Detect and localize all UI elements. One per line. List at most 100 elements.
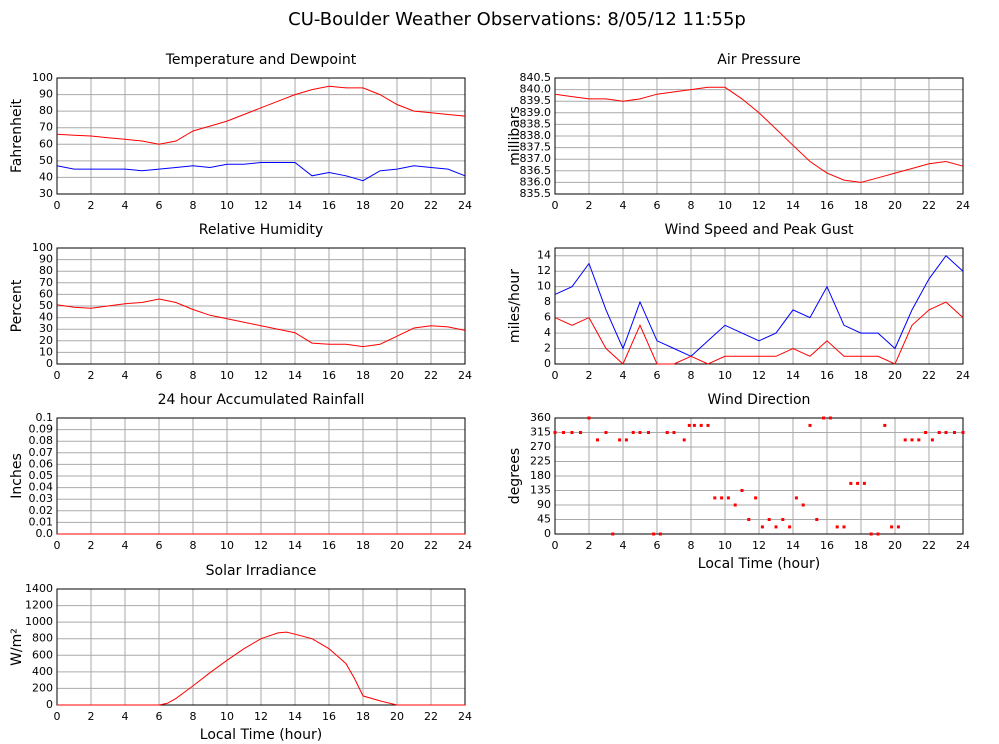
x-tick-label: 14 xyxy=(786,369,800,382)
x-tick-label: 24 xyxy=(458,369,472,382)
x-tick-label: 0 xyxy=(552,369,559,382)
chart-title: 24 hour Accumulated Rainfall xyxy=(158,392,365,408)
data-point xyxy=(849,481,853,485)
data-point xyxy=(726,496,730,500)
x-tick-label: 16 xyxy=(322,710,336,723)
y-tick-label: 0.01 xyxy=(29,515,54,528)
y-tick-label: 0 xyxy=(46,698,53,711)
x-axis-label: Local Time (hour) xyxy=(698,556,820,572)
y-tick-label: 0.05 xyxy=(29,469,54,482)
x-tick-label: 24 xyxy=(956,199,970,212)
x-tick-label: 12 xyxy=(752,539,766,552)
chart-title: Wind Speed and Peak Gust xyxy=(665,222,854,238)
x-tick-label: 0 xyxy=(552,199,559,212)
y-tick-label: 0.0 xyxy=(36,527,54,540)
x-tick-label: 18 xyxy=(356,369,370,382)
y-tick-label: 839.0 xyxy=(520,106,552,119)
y-tick-label: 1400 xyxy=(25,582,53,595)
x-tick-label: 20 xyxy=(888,199,902,212)
y-tick-label: 800 xyxy=(32,632,53,645)
y-tick-label: 60 xyxy=(39,137,53,150)
x-tick-label: 2 xyxy=(88,710,95,723)
x-tick-label: 4 xyxy=(620,539,627,552)
y-tick-label: 14 xyxy=(537,249,551,262)
x-tick-label: 22 xyxy=(922,369,936,382)
data-point xyxy=(740,489,744,492)
y-tick-label: 1000 xyxy=(25,615,53,628)
x-tick-label: 12 xyxy=(254,369,268,382)
data-point xyxy=(692,423,696,427)
y-tick-label: 135 xyxy=(530,484,551,497)
x-tick-label: 22 xyxy=(424,369,438,382)
x-tick-label: 4 xyxy=(122,539,129,552)
data-point xyxy=(713,496,717,500)
data-point xyxy=(638,431,642,434)
y-tick-label: 80 xyxy=(39,104,53,117)
y-tick-label: 10 xyxy=(537,280,551,293)
y-tick-label: 360 xyxy=(530,411,551,424)
data-point xyxy=(794,496,798,500)
y-tick-label: 90 xyxy=(39,253,53,266)
x-tick-label: 8 xyxy=(688,199,695,212)
data-point xyxy=(774,525,778,529)
y-tick-label: 70 xyxy=(39,276,53,289)
data-point xyxy=(647,431,650,434)
x-tick-label: 8 xyxy=(190,539,197,552)
data-point xyxy=(720,496,724,500)
data-point xyxy=(596,438,599,442)
y-tick-label: 50 xyxy=(39,154,53,167)
x-tick-label: 8 xyxy=(190,369,197,382)
data-line xyxy=(56,298,466,348)
data-point xyxy=(896,525,900,529)
data-point xyxy=(618,438,622,442)
x-tick-label: 16 xyxy=(820,369,834,382)
data-point xyxy=(788,525,792,529)
plot-frame xyxy=(56,588,466,706)
x-tick-label: 2 xyxy=(586,199,593,212)
y-tick-label: 20 xyxy=(39,334,53,347)
x-tick-label: 0 xyxy=(552,539,559,552)
x-tick-label: 20 xyxy=(888,539,902,552)
data-point xyxy=(579,431,582,434)
y-tick-label: 0.06 xyxy=(29,457,54,470)
data-point xyxy=(570,431,574,434)
x-tick-label: 2 xyxy=(88,539,95,552)
y-tick-label: 6 xyxy=(544,311,551,324)
x-tick-label: 22 xyxy=(424,539,438,552)
x-tick-label: 24 xyxy=(458,199,472,212)
x-tick-label: 20 xyxy=(888,369,902,382)
y-axis-label: Fahrenheit xyxy=(9,98,25,173)
y-tick-label: 840.0 xyxy=(520,83,552,96)
y-tick-label: 30 xyxy=(39,322,53,335)
data-point xyxy=(706,423,710,427)
y-tick-label: 400 xyxy=(32,665,53,678)
x-tick-label: 12 xyxy=(254,539,268,552)
x-axis-label: Local Time (hour) xyxy=(200,727,322,743)
x-tick-label: 6 xyxy=(156,199,163,212)
data-point xyxy=(876,532,880,536)
chart-title: Wind Direction xyxy=(708,392,811,408)
data-point xyxy=(767,518,771,521)
chart-title: Relative Humidity xyxy=(199,222,323,238)
x-tick-label: 6 xyxy=(654,369,661,382)
data-point xyxy=(687,423,691,427)
y-tick-label: 40 xyxy=(39,311,53,324)
y-tick-label: 100 xyxy=(32,241,53,254)
x-tick-label: 10 xyxy=(220,199,234,212)
data-line xyxy=(56,162,466,182)
x-tick-label: 20 xyxy=(390,539,404,552)
plot-frame xyxy=(56,77,466,195)
x-tick-label: 18 xyxy=(356,539,370,552)
data-line xyxy=(554,86,964,183)
x-tick-label: 24 xyxy=(458,710,472,723)
x-tick-label: 8 xyxy=(190,199,197,212)
data-point xyxy=(924,431,928,434)
y-tick-label: 30 xyxy=(39,187,53,200)
y-tick-label: 0.03 xyxy=(29,492,54,505)
x-tick-label: 4 xyxy=(122,369,129,382)
y-tick-label: 0.09 xyxy=(29,423,54,436)
y-tick-label: 4 xyxy=(544,326,551,339)
x-tick-label: 4 xyxy=(122,710,129,723)
data-point xyxy=(808,423,812,427)
